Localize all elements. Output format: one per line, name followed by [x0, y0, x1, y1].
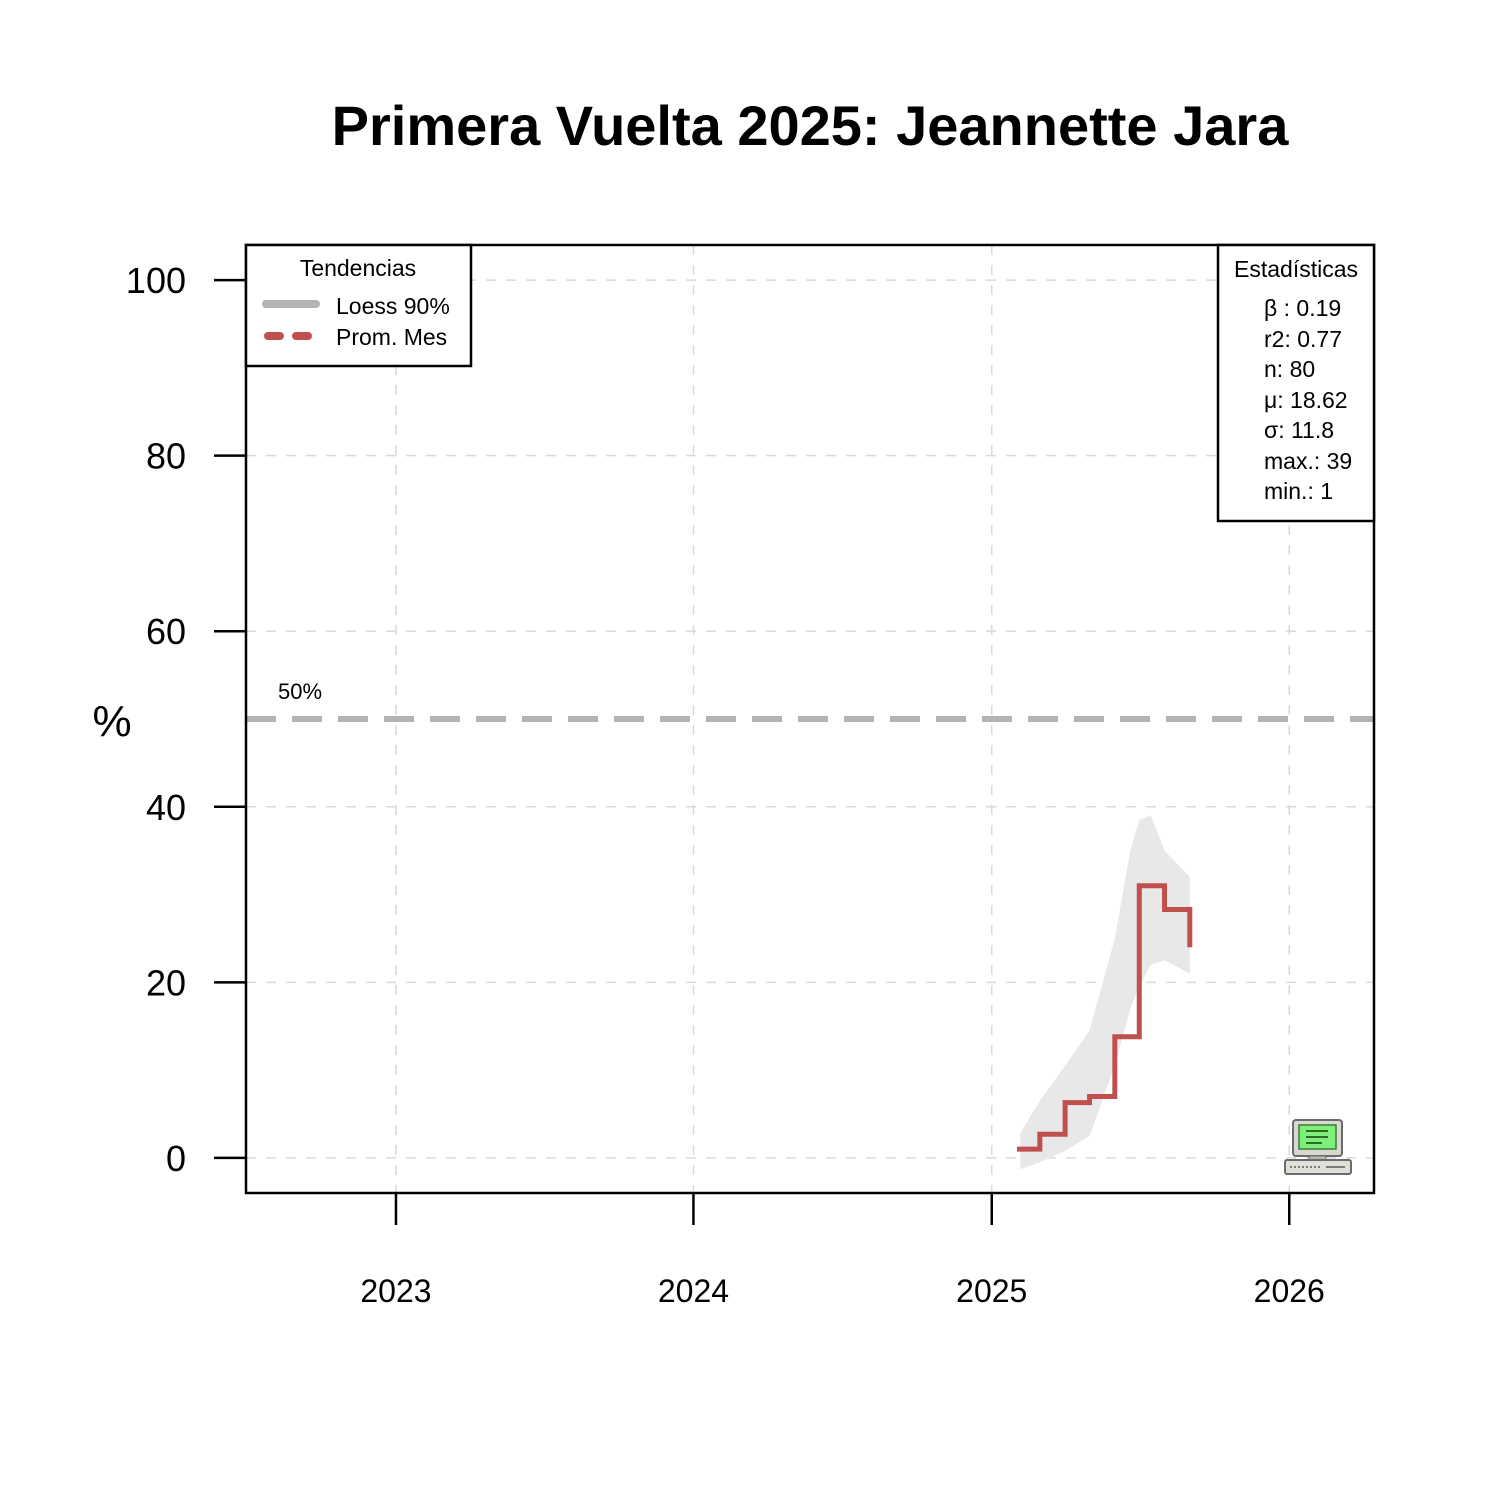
axes: 0 20 40 60 80 100 2023 2024 2025 2026	[126, 243, 1376, 1309]
stats-line: min.: 1	[1264, 478, 1333, 504]
x-tick-label: 2026	[1254, 1273, 1325, 1309]
x-tick-label: 2024	[658, 1273, 729, 1309]
stats-line: μ: 18.62	[1264, 387, 1348, 413]
reference-line-group: 50%	[246, 679, 1374, 722]
reference-line-label: 50%	[278, 679, 322, 704]
y-tick-label: 100	[126, 260, 186, 301]
loess-band	[1020, 815, 1190, 1170]
y-tick-label: 20	[146, 962, 186, 1003]
stats-box-frame	[1216, 243, 1376, 523]
y-tick-label: 80	[146, 436, 186, 477]
series-line-prom-mes	[1017, 883, 1193, 1152]
y-axis-label: %	[92, 697, 131, 746]
stats-title: Estadísticas	[1234, 256, 1358, 282]
stats-line: σ: 11.8	[1264, 417, 1334, 443]
legend-title: Tendencias	[300, 255, 416, 281]
x-tick-label: 2023	[360, 1273, 431, 1309]
stats-line: n: 80	[1264, 356, 1315, 382]
y-tick-label: 60	[146, 611, 186, 652]
y-tick-label: 0	[166, 1138, 186, 1179]
legend-label-prom-mes: Prom. Mes	[336, 324, 447, 350]
stats-box: Estadísticas β : 0.19 r2: 0.77 n: 80 μ: …	[1216, 243, 1376, 523]
legend: Tendencias Loess 90% Prom. Mes	[244, 243, 473, 368]
y-tick-label: 40	[146, 787, 186, 828]
x-tick-label: 2025	[956, 1273, 1027, 1309]
computer-icon	[1284, 1119, 1352, 1175]
series-lines	[1017, 883, 1193, 1152]
chart-title: Primera Vuelta 2025: Jeannette Jara	[332, 94, 1290, 157]
stats-line: r2: 0.77	[1264, 326, 1342, 352]
grid-lines	[246, 245, 1374, 1193]
plot-frame	[244, 243, 1376, 1195]
stats-line: max.: 39	[1264, 448, 1352, 474]
loess-band-area	[1020, 815, 1190, 1170]
legend-label-loess: Loess 90%	[336, 293, 450, 319]
stats-line: β : 0.19	[1264, 295, 1341, 321]
